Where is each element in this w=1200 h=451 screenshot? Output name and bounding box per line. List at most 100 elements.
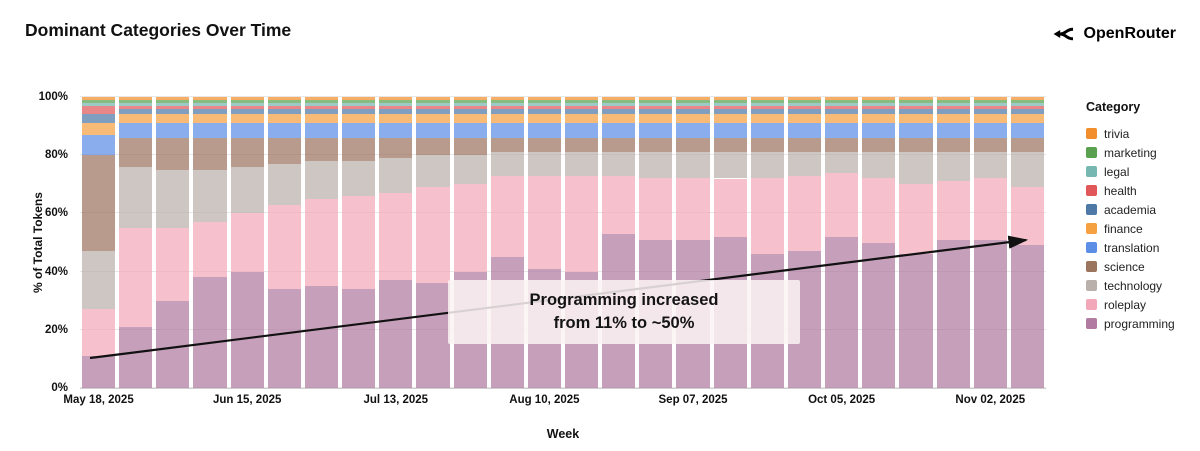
segment-roleplay[interactable] [936, 181, 970, 240]
segment-roleplay[interactable] [416, 187, 450, 284]
segment-science[interactable] [713, 137, 747, 153]
segment-marketing[interactable] [193, 99, 227, 103]
segment-science[interactable] [267, 137, 301, 164]
segment-health[interactable] [453, 105, 487, 109]
segment-marketing[interactable] [750, 99, 784, 103]
segment-finance[interactable] [639, 114, 673, 124]
segment-marketing[interactable] [602, 99, 636, 103]
segment-health[interactable] [639, 105, 673, 109]
segment-trivia[interactable] [527, 97, 561, 100]
segment-legal[interactable] [230, 102, 264, 106]
segment-roleplay[interactable] [825, 172, 859, 237]
segment-health[interactable] [862, 105, 896, 109]
segment-science[interactable] [565, 137, 599, 153]
legend-item-science[interactable]: science [1086, 257, 1198, 276]
segment-translation[interactable] [156, 123, 190, 138]
segment-translation[interactable] [862, 123, 896, 138]
segment-health[interactable] [787, 105, 822, 109]
segment-marketing[interactable] [416, 99, 450, 103]
segment-health[interactable] [825, 105, 859, 109]
segment-science[interactable] [602, 137, 636, 153]
segment-roleplay[interactable] [527, 175, 561, 269]
segment-programming[interactable] [379, 280, 413, 388]
segment-marketing[interactable] [453, 99, 487, 103]
segment-science[interactable] [973, 137, 1007, 153]
segment-science[interactable] [527, 137, 561, 153]
segment-programming[interactable] [899, 254, 933, 388]
segment-legal[interactable] [936, 102, 970, 106]
segment-translation[interactable] [639, 123, 673, 138]
segment-science[interactable] [82, 155, 116, 252]
segment-academia[interactable] [602, 108, 636, 115]
segment-roleplay[interactable] [639, 178, 673, 240]
segment-academia[interactable] [862, 108, 896, 115]
segment-trivia[interactable] [342, 97, 376, 100]
segment-legal[interactable] [862, 102, 896, 106]
segment-science[interactable] [787, 137, 822, 153]
segment-programming[interactable] [936, 239, 970, 388]
segment-finance[interactable] [899, 114, 933, 124]
segment-science[interactable] [416, 137, 450, 156]
bar-week-2[interactable] [154, 97, 191, 388]
segment-marketing[interactable] [82, 99, 116, 103]
segment-health[interactable] [119, 105, 153, 109]
segment-academia[interactable] [750, 108, 784, 115]
segment-legal[interactable] [1010, 102, 1044, 106]
segment-academia[interactable] [565, 108, 599, 115]
segment-health[interactable] [342, 105, 376, 109]
segment-health[interactable] [527, 105, 561, 109]
segment-academia[interactable] [453, 108, 487, 115]
segment-health[interactable] [156, 105, 190, 109]
segment-marketing[interactable] [230, 99, 264, 103]
segment-translation[interactable] [676, 123, 710, 138]
segment-translation[interactable] [713, 123, 747, 138]
segment-roleplay[interactable] [304, 198, 339, 287]
bar-week-22[interactable] [897, 97, 934, 388]
segment-programming[interactable] [304, 286, 339, 388]
segment-health[interactable] [379, 105, 413, 109]
segment-finance[interactable] [936, 114, 970, 124]
segment-technology[interactable] [267, 163, 301, 205]
segment-academia[interactable] [379, 108, 413, 115]
segment-translation[interactable] [230, 123, 264, 138]
segment-roleplay[interactable] [750, 178, 784, 255]
bar-week-3[interactable] [191, 97, 228, 388]
segment-marketing[interactable] [899, 99, 933, 103]
segment-legal[interactable] [490, 102, 524, 106]
segment-roleplay[interactable] [267, 204, 301, 290]
segment-finance[interactable] [862, 114, 896, 124]
segment-legal[interactable] [750, 102, 784, 106]
segment-trivia[interactable] [230, 97, 264, 100]
segment-legal[interactable] [565, 102, 599, 106]
segment-marketing[interactable] [676, 99, 710, 103]
segment-roleplay[interactable] [862, 178, 896, 243]
bar-week-23[interactable] [935, 97, 972, 388]
segment-finance[interactable] [1010, 114, 1044, 124]
segment-finance[interactable] [304, 114, 339, 124]
legend-item-technology[interactable]: technology [1086, 276, 1198, 295]
segment-technology[interactable] [1010, 152, 1044, 188]
segment-health[interactable] [230, 105, 264, 109]
segment-science[interactable] [676, 137, 710, 153]
segment-science[interactable] [639, 137, 673, 153]
segment-trivia[interactable] [862, 97, 896, 100]
segment-marketing[interactable] [527, 99, 561, 103]
segment-programming[interactable] [973, 239, 1007, 388]
segment-finance[interactable] [379, 114, 413, 124]
segment-trivia[interactable] [416, 97, 450, 100]
segment-marketing[interactable] [1010, 99, 1044, 103]
legend-item-trivia[interactable]: trivia [1086, 124, 1198, 143]
segment-health[interactable] [676, 105, 710, 109]
segment-health[interactable] [1010, 105, 1044, 109]
segment-academia[interactable] [1010, 108, 1044, 115]
segment-roleplay[interactable] [342, 195, 376, 290]
segment-science[interactable] [750, 137, 784, 153]
segment-programming[interactable] [862, 242, 896, 388]
segment-translation[interactable] [936, 123, 970, 138]
segment-marketing[interactable] [787, 99, 822, 103]
segment-technology[interactable] [490, 152, 524, 176]
segment-finance[interactable] [267, 114, 301, 124]
segment-legal[interactable] [119, 102, 153, 106]
segment-technology[interactable] [713, 152, 747, 179]
segment-trivia[interactable] [825, 97, 859, 100]
